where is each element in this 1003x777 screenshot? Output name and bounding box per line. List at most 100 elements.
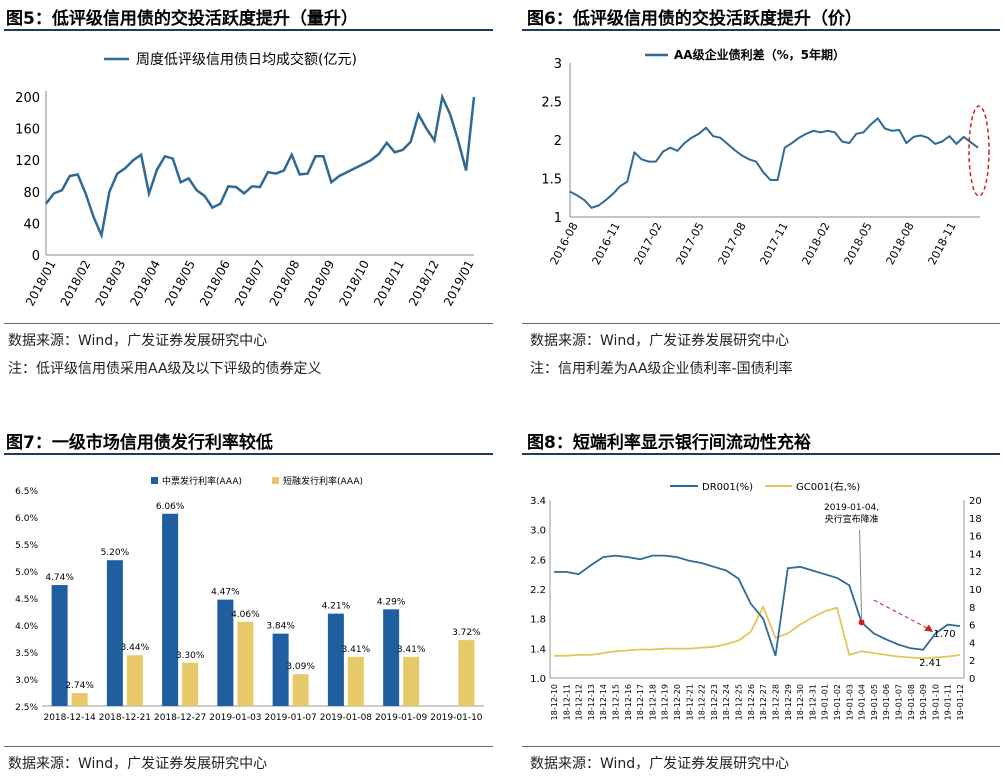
- fig8-left-tick: 1.4: [530, 644, 546, 655]
- fig6-note: 注：信用利差为AA级企业债利率-国债利率: [530, 361, 793, 377]
- fig8-x-tick: 19-01-11: [944, 684, 953, 720]
- fig6-title: 图6：低评级信用债的交投活跃度提升（价）: [527, 9, 862, 29]
- fig8-left-tick: 3.4: [530, 496, 546, 507]
- fig7-bar-label: 4.06%: [231, 610, 260, 620]
- fig8-x-tick: 18-12-19: [661, 684, 670, 720]
- fig5-y-tick: 80: [23, 186, 40, 201]
- fig7-bar: [403, 656, 420, 706]
- fig8-x-tick: 18-12-17: [636, 684, 645, 720]
- fig7-x-tick: 2018-12-27: [154, 713, 206, 723]
- fig8-left-tick: 3.0: [530, 526, 546, 537]
- fig8-x-tick: 18-12-30: [796, 684, 805, 720]
- fig7-legend-swatch-yellow: [272, 477, 279, 484]
- fig8-left-tick: 2.2: [530, 585, 546, 596]
- fig7-y-tick: 5.0%: [15, 568, 38, 578]
- fig6-x-tick: 2018-11: [926, 220, 959, 267]
- fig7-y-tick: 5.5%: [15, 541, 38, 551]
- fig5-y-tick: 200: [15, 91, 40, 106]
- fig5-title-rule: [4, 29, 493, 31]
- fig6-x-tick: 2017-11: [758, 220, 791, 267]
- fig8-x-tick: 18-12-18: [648, 684, 657, 720]
- fig7-bar-label: 3.09%: [286, 662, 315, 672]
- fig7-bar: [458, 640, 475, 706]
- fig7-bar: [327, 613, 344, 706]
- fig7-source: 数据来源：Wind，广发证券发展研究中心: [8, 756, 268, 772]
- fig8-right-tick: 6: [969, 621, 975, 632]
- fig8-x-tick: 19-01-08: [907, 684, 916, 720]
- fig7-bar-label: 4.29%: [377, 597, 406, 607]
- fig8-label-170: 1.70: [933, 629, 955, 640]
- fig8-x-tick: 18-12-20: [673, 684, 682, 720]
- fig8-x-tick: 19-01-04: [858, 684, 867, 720]
- fig8-trend-arrow: [873, 599, 930, 630]
- fig8-x-tick: 18-12-16: [624, 684, 633, 720]
- fig7-bar: [383, 609, 400, 706]
- fig5-y-tick: 0: [32, 249, 40, 264]
- fig6-x-tick: 2018-02: [800, 220, 833, 267]
- fig8-right-tick: 8: [969, 603, 975, 614]
- fig8-x-tick: 19-01-05: [870, 684, 879, 720]
- fig8-annotation-marker: [858, 619, 865, 626]
- fig7-legend-label: 中票发行利率(AAA): [162, 475, 242, 487]
- fig8-right-tick: 16: [969, 532, 982, 543]
- fig7-y-tick: 6.5%: [15, 487, 38, 497]
- fig6-y-tick: 1: [554, 211, 562, 226]
- fig6-y-tick: 2.5: [541, 96, 562, 111]
- fig7-x-tick: 2018-12-21: [99, 713, 151, 723]
- fig8-left-tick: 2.6: [530, 555, 546, 566]
- fig5-x-tick: 2018/04: [127, 258, 163, 309]
- fig8-x-tick: 19-01-12: [956, 684, 965, 720]
- fig8-x-tick: 19-01-10: [931, 684, 940, 720]
- fig8-x-tick: 19-01-06: [882, 684, 891, 720]
- fig7-title-rule: [4, 453, 493, 455]
- fig5-y-tick: 120: [15, 154, 40, 169]
- fig7-x-tick: 2019-01-10: [430, 713, 483, 723]
- fig8-x-tick: 18-12-13: [587, 684, 596, 720]
- fig5-series-line: [45, 92, 476, 240]
- fig8-x-tick: 18-12-15: [612, 684, 621, 720]
- fig8-x-tick: 18-12-29: [784, 684, 793, 720]
- fig7-x-tick: 2019-01-07: [264, 713, 316, 723]
- fig6-x-tick: 2017-05: [674, 220, 707, 267]
- fig6-chart: 1 1.5 2 2.5 3 2016-08 2016-11 2017-02 2017-05 201…: [541, 47, 990, 267]
- fig8-source: 数据来源：Wind，广发证券发展研究中心: [530, 756, 790, 772]
- fig5-x-tick: 2018/02: [58, 258, 94, 309]
- fig5-y-tick: 160: [15, 123, 40, 138]
- fig8-gc001-line: [554, 604, 961, 660]
- fig7-bar-label: 3.84%: [266, 622, 295, 632]
- fig8-x-tick: 18-12-12: [575, 684, 584, 720]
- fig6-x-tick: 2018-08: [884, 220, 917, 267]
- fig8-right-tick: 14: [969, 549, 982, 560]
- fig6-series-line: [569, 117, 979, 209]
- fig8-title: 图8：短端利率显示银行间流动性充裕: [527, 433, 811, 453]
- fig6-y-tick: 2: [554, 134, 562, 149]
- fig8-annotation-pointer: [859, 529, 863, 619]
- fig8-x-tick: 18-12-14: [599, 684, 608, 720]
- fig8-x-tick: 18-12-11: [562, 684, 571, 720]
- fig6-y-tick: 3: [554, 57, 562, 72]
- fig8-x-tick: 19-01-07: [894, 684, 903, 720]
- fig8-x-tick: 18-12-27: [759, 684, 768, 720]
- fig8-source-rule: [522, 746, 1000, 747]
- fig7-bar: [71, 693, 88, 706]
- fig8-label-241: 2.41: [919, 658, 941, 669]
- fig7-bar-label: 3.30%: [176, 651, 205, 661]
- fig7-bar: [162, 513, 179, 706]
- fig8-annotation-text: 央行宣布降准: [825, 513, 879, 525]
- fig7-bar: [292, 674, 309, 706]
- fig8-legend-label: DR001(%): [702, 482, 753, 493]
- fig6-highlight-ellipse: [968, 105, 990, 197]
- fig6-legend-label: AA级企业债利差（%，5年期）: [674, 47, 845, 62]
- fig8-right-tick: 0: [969, 674, 975, 685]
- fig5-x-tick: 2018/05: [162, 258, 198, 309]
- fig5-x-tick: 2018/07: [232, 258, 268, 309]
- fig7-bar-label: 4.21%: [322, 602, 351, 612]
- fig8-title-rule: [522, 453, 1000, 455]
- fig7-y-tick: 4.5%: [15, 595, 38, 605]
- fig5-x-tick: 2019/01: [441, 258, 477, 309]
- fig7-bar-label: 4.74%: [45, 573, 74, 583]
- fig8-x-tick: 18-12-28: [771, 684, 780, 720]
- fig5-x-tick: 2018/08: [267, 258, 303, 309]
- fig8-right-tick: 10: [969, 585, 982, 596]
